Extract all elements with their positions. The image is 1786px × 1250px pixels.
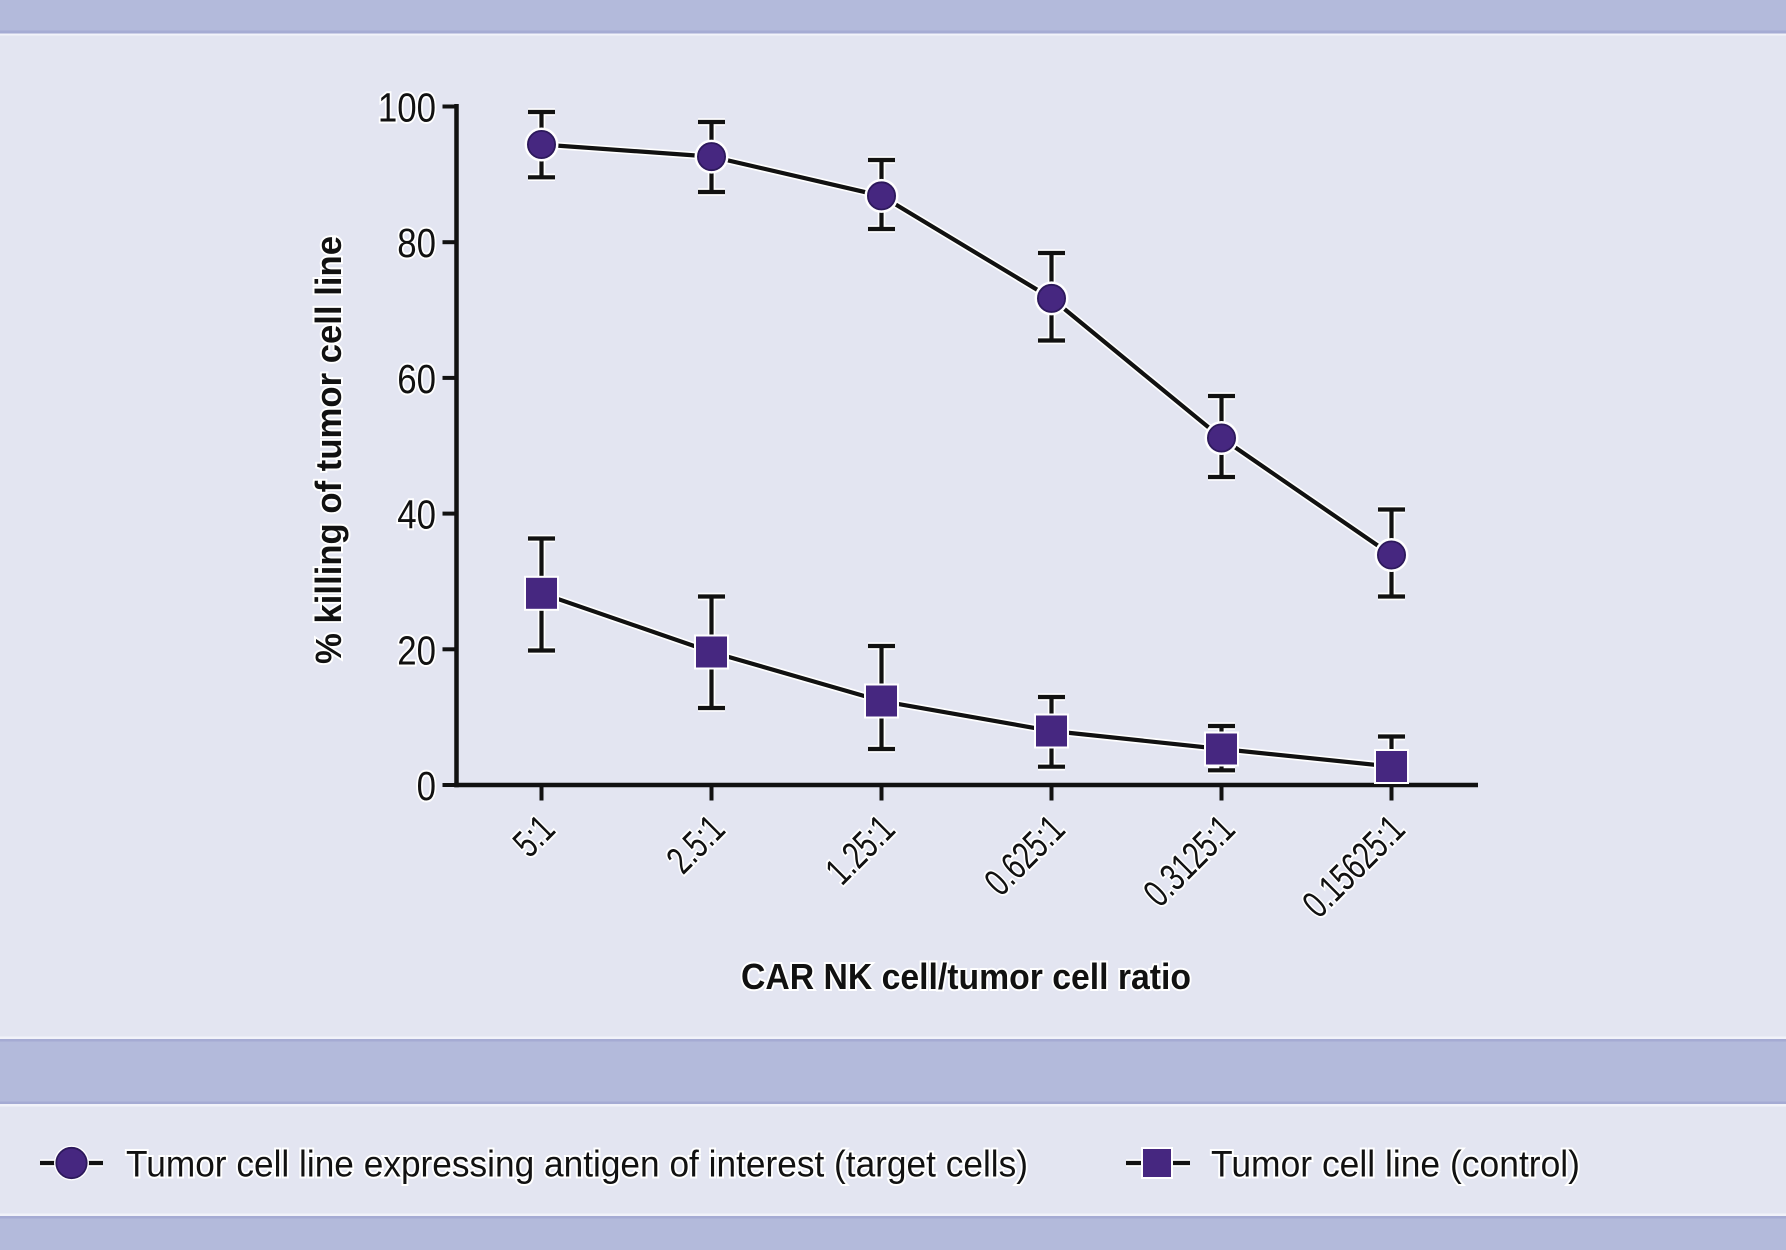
svg-text:0: 0 (417, 764, 436, 809)
svg-text:100: 100 (378, 86, 436, 131)
svg-text:80: 80 (397, 222, 436, 267)
svg-text:Tumor cell line (control): Tumor cell line (control) (1211, 1144, 1580, 1185)
svg-text:CAR NK cell/tumor cell ratio: CAR NK cell/tumor cell ratio (741, 956, 1191, 997)
svg-text:20: 20 (397, 629, 436, 674)
svg-text:40: 40 (397, 493, 436, 538)
svg-text:Tumor cell line expressing ant: Tumor cell line expressing antigen of in… (126, 1144, 1028, 1185)
svg-text:60: 60 (397, 357, 436, 402)
svg-text:% killing of tumor cell line: % killing of tumor cell line (308, 236, 349, 664)
